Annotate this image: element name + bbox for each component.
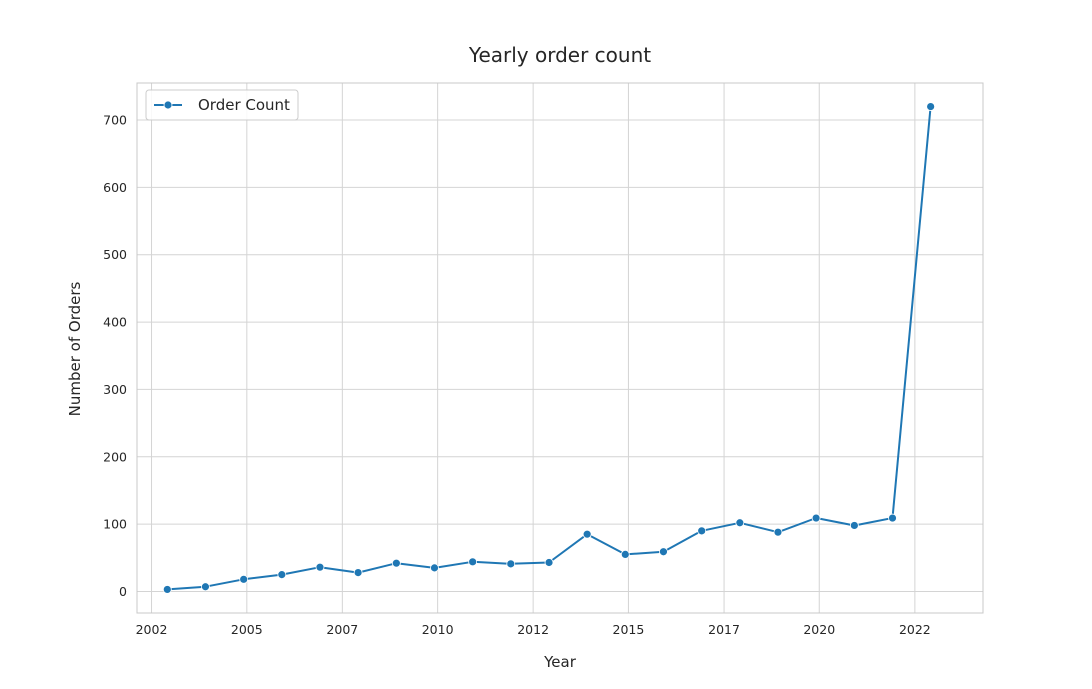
x-tick-label: 2017 — [708, 622, 740, 637]
legend: Order Count — [145, 89, 299, 121]
x-tick-label: 2005 — [231, 622, 263, 637]
data-point — [620, 550, 630, 559]
y-tick-label: 500 — [103, 247, 127, 262]
data-point — [926, 102, 936, 111]
data-point — [430, 563, 439, 573]
y-tick-label: 400 — [103, 315, 127, 330]
y-tick-label: 600 — [103, 180, 127, 195]
data-point — [239, 574, 249, 584]
y-gridlines — [137, 119, 983, 592]
data-point — [811, 513, 821, 523]
y-tick-labels: 0 100 200 300 400 500 600 700 — [103, 113, 127, 599]
x-tick-label: 2020 — [803, 622, 835, 637]
x-tick-label: 2012 — [517, 622, 549, 637]
data-point — [773, 527, 783, 537]
x-tick-label: 2007 — [326, 622, 358, 637]
series-layer — [162, 102, 936, 594]
data-point — [353, 568, 363, 577]
data-point — [888, 513, 897, 523]
x-tick-label: 2015 — [613, 622, 645, 637]
x-gridlines — [151, 83, 916, 613]
data-point — [277, 570, 287, 580]
data-point — [315, 562, 325, 572]
data-point — [735, 518, 745, 528]
x-axis-label: Year — [543, 653, 577, 671]
y-tick-label: 100 — [103, 517, 127, 532]
data-point — [201, 582, 210, 592]
data-point — [162, 585, 172, 594]
y-tick-label: 700 — [103, 113, 127, 128]
legend-marker-swatch — [163, 100, 173, 110]
data-point — [544, 558, 554, 567]
y-tick-label: 300 — [103, 382, 127, 397]
legend-box — [145, 89, 299, 121]
x-tick-labels: 2002 2005 2007 2010 2012 2015 2017 2020 2022 — [136, 622, 931, 637]
data-point — [659, 547, 668, 557]
plot-frame — [136, 82, 984, 614]
data-point — [697, 526, 707, 536]
y-tick-label: 200 — [103, 449, 127, 464]
data-point — [468, 557, 478, 567]
y-tick-label: 0 — [119, 584, 127, 599]
x-tick-label: 2022 — [899, 622, 931, 637]
legend-entry-order-count: Order Count — [198, 96, 290, 114]
x-tick-label: 2010 — [422, 622, 454, 637]
data-point — [506, 559, 516, 569]
data-point — [582, 529, 592, 539]
y-axis-label: Number of Orders — [66, 281, 84, 416]
x-tick-label: 2002 — [136, 622, 168, 637]
data-point — [849, 521, 859, 530]
chart-title: Yearly order count — [468, 43, 651, 67]
data-point — [391, 558, 401, 568]
